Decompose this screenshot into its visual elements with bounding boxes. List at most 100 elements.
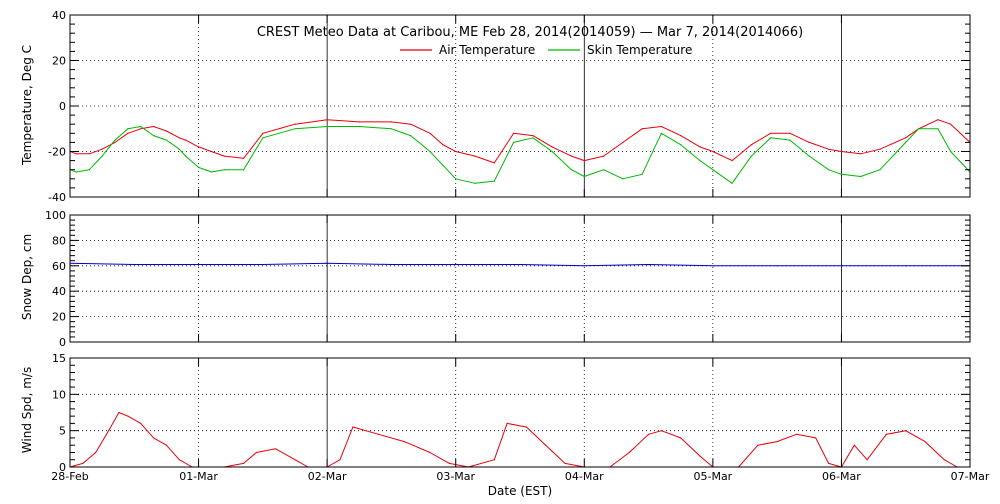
data-point-air-temperature bbox=[551, 146, 553, 148]
chart-title: CREST Meteo Data at Caribou, ME Feb 28, … bbox=[257, 25, 803, 40]
data-point-air-temperature bbox=[114, 141, 116, 143]
data-point-skin-temperature bbox=[88, 169, 90, 171]
data-point-skin-temperature bbox=[583, 175, 585, 178]
data-point-skin-temperature bbox=[918, 128, 920, 130]
data-point-air-temperature bbox=[699, 146, 701, 148]
data-point-air-temperature bbox=[127, 132, 129, 134]
data-point-wind-speed bbox=[243, 462, 245, 464]
data-point-skin-temperature bbox=[75, 171, 77, 173]
data-point-wind-speed bbox=[699, 455, 701, 457]
data-point-snow-depth bbox=[326, 262, 328, 264]
data-point-air-temperature bbox=[603, 155, 605, 157]
data-point-wind-speed bbox=[493, 459, 495, 461]
data-point-skin-temperature bbox=[879, 169, 881, 171]
data-point-wind-speed bbox=[815, 437, 817, 439]
data-point-skin-temperature bbox=[442, 164, 444, 166]
data-point-air-temperature bbox=[860, 153, 862, 155]
data-point-skin-temperature bbox=[603, 169, 605, 171]
data-point-air-temperature bbox=[905, 137, 907, 139]
y-axis-label-wind-speed: Wind Spd, m/s bbox=[20, 367, 34, 453]
y-tick-label-temperature: -20 bbox=[48, 146, 66, 159]
data-point-wind-speed bbox=[165, 444, 167, 446]
legend-label-air-temperature: Air Temperature bbox=[439, 43, 535, 57]
panel-frame-snow-depth bbox=[69, 214, 971, 343]
data-point-skin-temperature bbox=[429, 150, 431, 153]
data-point-air-temperature bbox=[937, 119, 939, 121]
data-point-air-temperature bbox=[178, 137, 180, 139]
data-point-air-temperature bbox=[474, 155, 476, 157]
data-point-skin-temperature bbox=[513, 141, 515, 143]
y-tick-label-temperature: 0 bbox=[59, 100, 66, 113]
data-point-skin-temperature bbox=[860, 175, 862, 178]
x-tick-label: 06-Mar bbox=[822, 470, 861, 483]
data-point-snow-depth bbox=[133, 263, 135, 266]
data-point-skin-temperature bbox=[641, 173, 643, 175]
data-point-air-temperature bbox=[442, 144, 444, 146]
data-point-wind-speed bbox=[885, 433, 888, 435]
data-point-wind-speed bbox=[82, 462, 84, 464]
data-point-snow-depth bbox=[519, 263, 521, 266]
data-point-wind-speed bbox=[680, 437, 682, 439]
data-point-skin-temperature bbox=[493, 180, 495, 182]
data-point-air-temperature bbox=[198, 146, 200, 148]
data-point-snow-depth bbox=[776, 265, 778, 267]
series-line-air-temperature bbox=[69, 119, 971, 164]
data-point-snow-depth bbox=[905, 265, 907, 267]
y-tick-label-wind-speed: 10 bbox=[52, 388, 66, 401]
data-point-skin-temperature bbox=[358, 125, 360, 128]
data-point-air-temperature bbox=[493, 162, 495, 164]
data-point-air-temperature bbox=[731, 160, 733, 162]
data-point-skin-temperature bbox=[474, 182, 476, 184]
data-point-wind-speed bbox=[275, 448, 277, 450]
data-point-wind-speed bbox=[339, 459, 341, 461]
legend: Air Temperature Skin Temperature bbox=[400, 43, 692, 57]
data-point-skin-temperature bbox=[114, 139, 116, 141]
data-point-air-temperature bbox=[840, 150, 843, 153]
data-point-wind-speed bbox=[648, 433, 650, 435]
data-point-air-temperature bbox=[210, 150, 212, 153]
data-point-wind-speed bbox=[757, 444, 759, 446]
data-point-air-temperature bbox=[583, 160, 585, 162]
data-point-air-temperature bbox=[75, 153, 77, 155]
data-point-skin-temperature bbox=[937, 128, 939, 130]
data-point-snow-depth bbox=[840, 265, 843, 267]
data-point-wind-speed bbox=[828, 462, 830, 464]
data-point-wind-speed bbox=[178, 459, 180, 461]
data-point-wind-speed bbox=[294, 459, 296, 461]
y-tick-label-snow-depth: 20 bbox=[52, 311, 66, 324]
data-point-air-temperature bbox=[390, 121, 392, 123]
data-point-wind-speed bbox=[108, 430, 110, 432]
data-point-skin-temperature bbox=[223, 169, 225, 171]
panel-frame-wind-speed bbox=[69, 357, 971, 468]
x-tick-label: 04-Mar bbox=[565, 470, 604, 483]
data-point-wind-speed bbox=[352, 426, 354, 428]
data-point-skin-temperature bbox=[326, 125, 328, 128]
data-point-snow-depth bbox=[648, 263, 650, 266]
y-tick-label-wind-speed: 5 bbox=[59, 425, 66, 438]
data-point-air-temperature bbox=[789, 132, 791, 134]
x-tick-label: 28-Feb bbox=[51, 470, 88, 483]
data-point-skin-temperature bbox=[198, 166, 200, 168]
data-point-skin-temperature bbox=[699, 160, 701, 162]
y-tick-label-snow-depth: 0 bbox=[59, 336, 66, 349]
data-point-air-temperature bbox=[532, 135, 534, 137]
data-point-wind-speed bbox=[545, 444, 547, 446]
data-point-air-temperature bbox=[622, 141, 624, 143]
data-point-skin-temperature bbox=[750, 155, 753, 157]
data-point-skin-temperature bbox=[185, 155, 187, 157]
data-point-skin-temperature bbox=[840, 173, 843, 175]
data-point-wind-speed bbox=[660, 430, 663, 432]
data-point-wind-speed bbox=[924, 441, 926, 443]
data-point-air-temperature bbox=[570, 155, 573, 157]
y-axis-label-temperature: Temperature, Deg C bbox=[20, 45, 34, 166]
data-point-air-temperature bbox=[455, 150, 457, 153]
data-point-skin-temperature bbox=[712, 169, 714, 171]
x-tick-label: 02-Mar bbox=[308, 470, 347, 483]
data-point-air-temperature bbox=[358, 121, 360, 123]
y-axis-label-snow-depth: Snow Dep, cm bbox=[20, 234, 34, 320]
data-point-air-temperature bbox=[294, 123, 296, 125]
data-point-air-temperature bbox=[770, 132, 772, 134]
data-point-wind-speed bbox=[866, 459, 868, 461]
data-point-skin-temperature bbox=[140, 125, 142, 128]
